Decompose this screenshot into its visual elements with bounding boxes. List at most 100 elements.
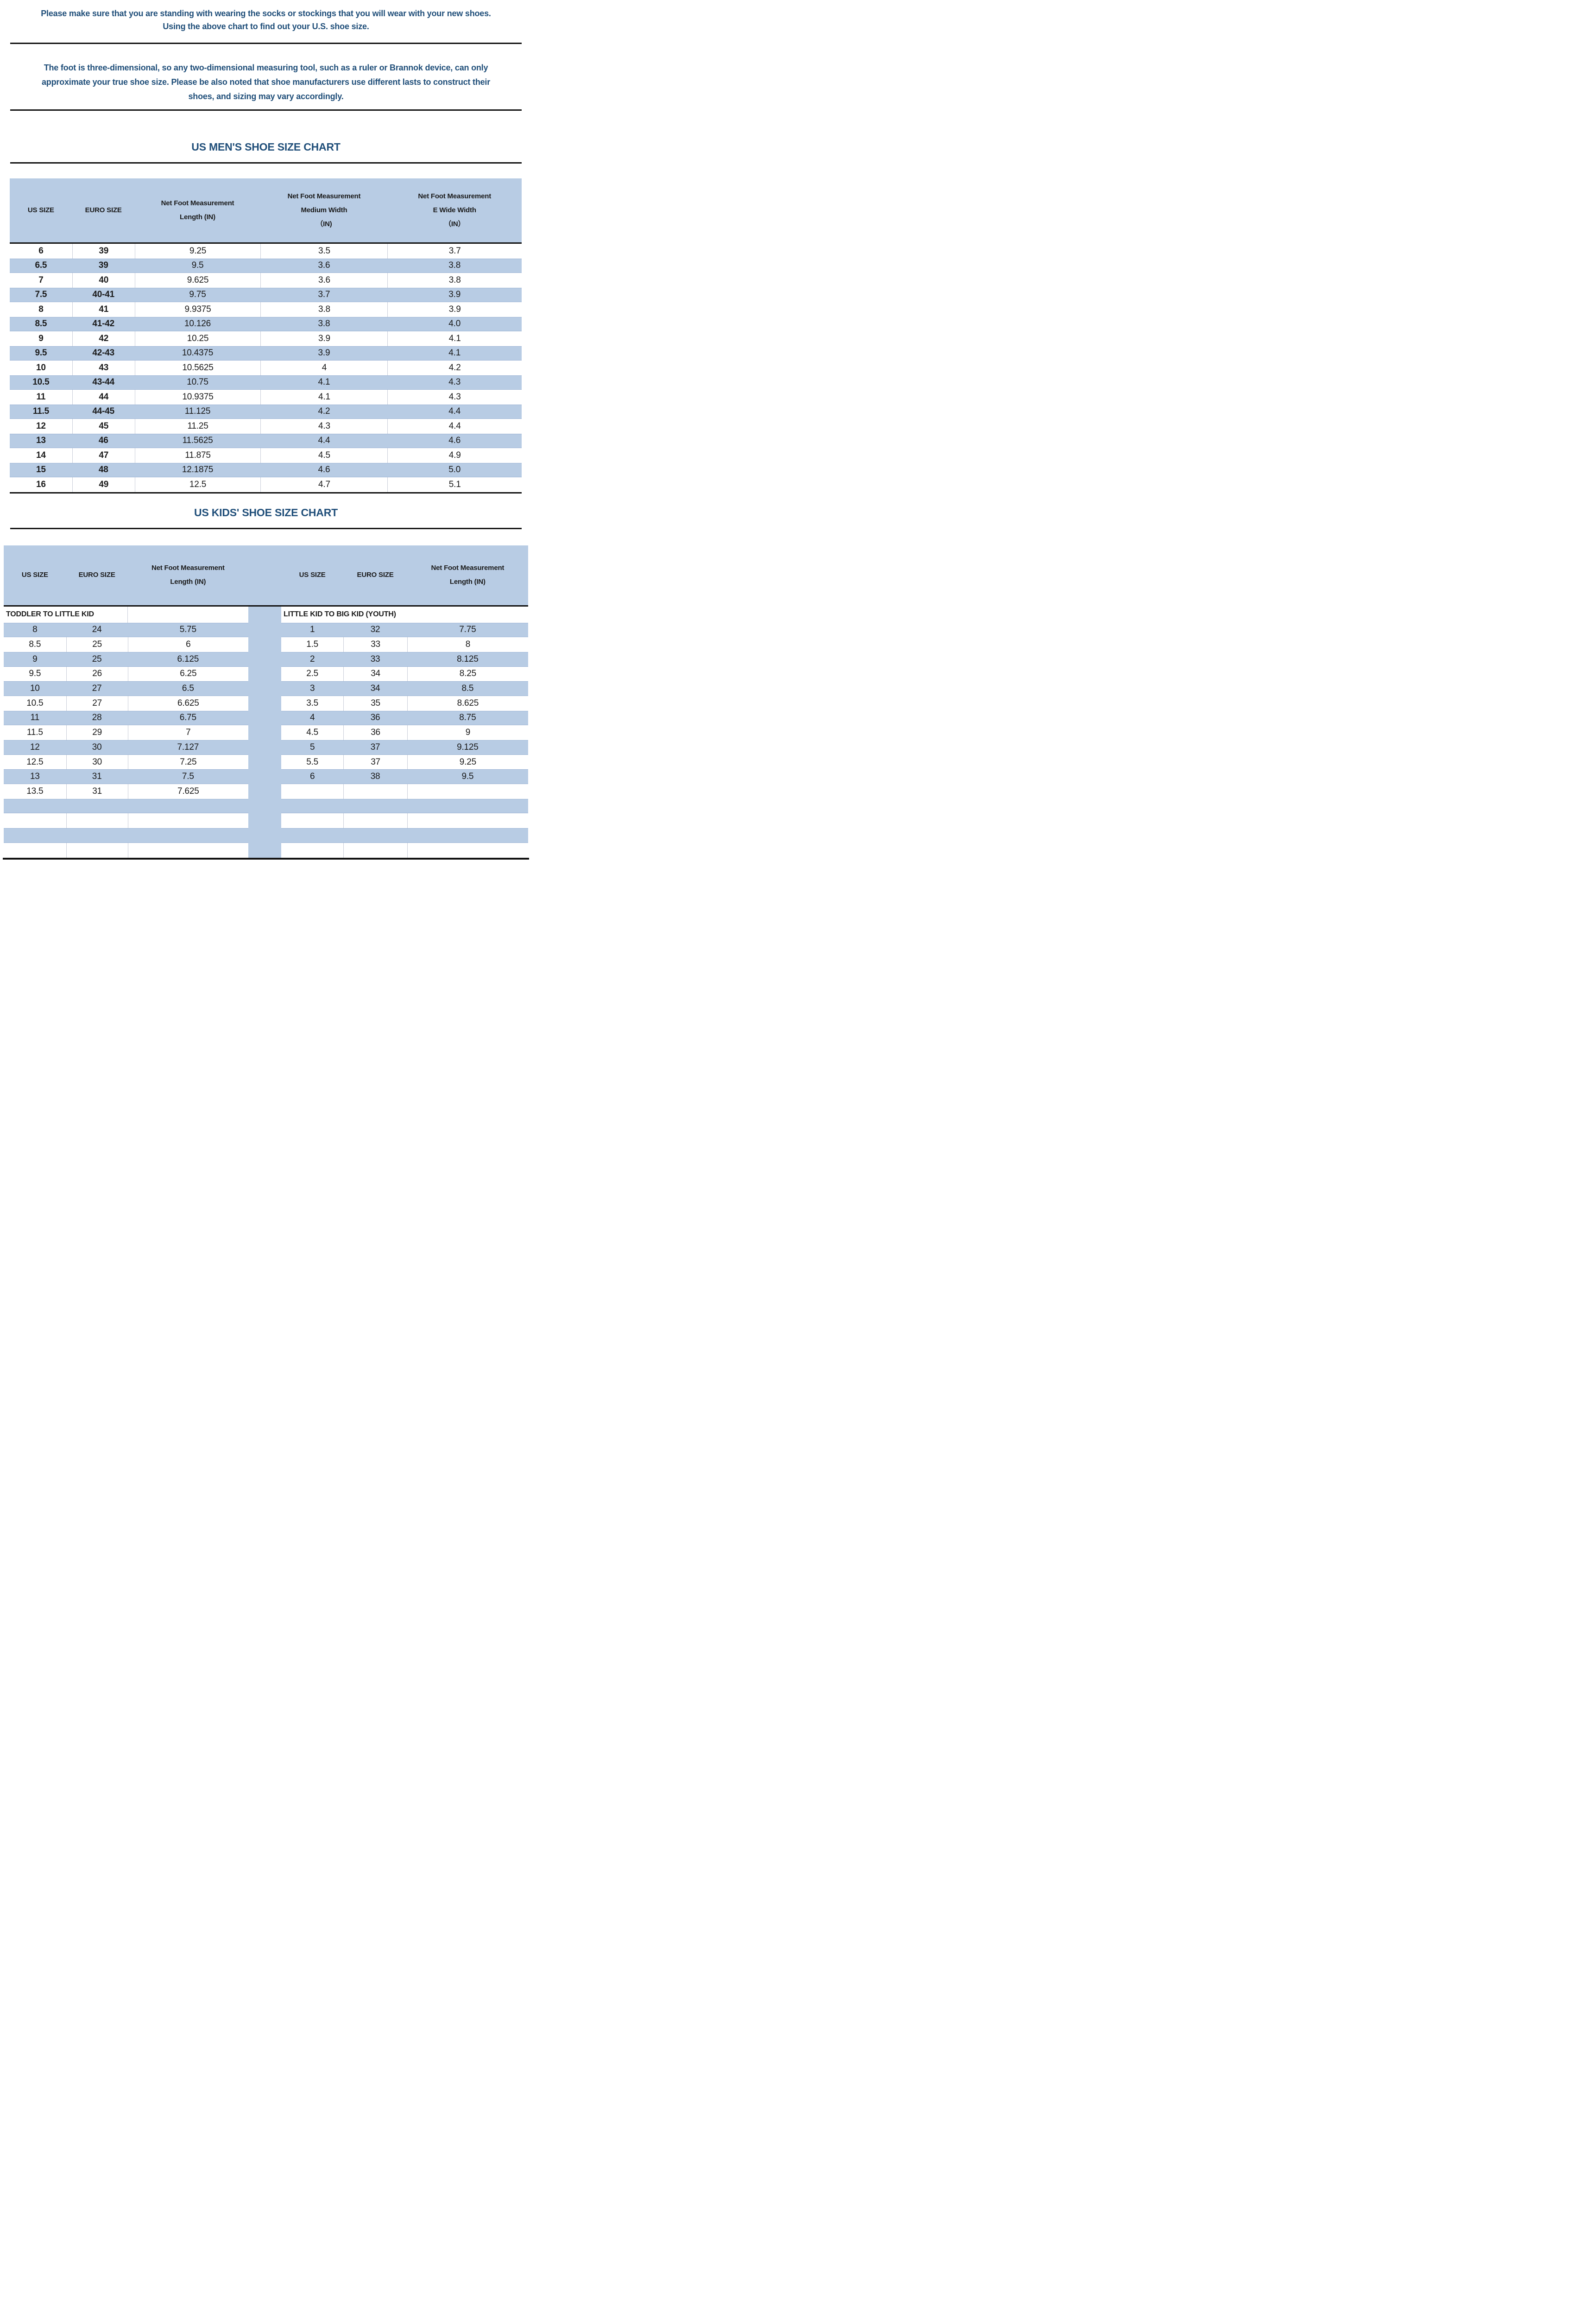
- section-divider: [10, 109, 522, 111]
- table-row: [4, 842, 248, 858]
- table-row: 4.5 36 9: [281, 725, 528, 740]
- section-divider: [10, 162, 522, 164]
- kids-header-gap: [248, 545, 281, 605]
- column-header-line: Length (IN): [170, 578, 206, 586]
- table-row: 1 32 7.75: [281, 622, 528, 638]
- table-cell: 45: [72, 419, 135, 434]
- column-header-line: Length (IN): [449, 578, 486, 586]
- table-cell: 10.5: [26, 698, 44, 708]
- table-cell: 9.5: [35, 348, 47, 358]
- table-cell: 39: [72, 244, 135, 259]
- table-cell: 7.75: [459, 625, 476, 635]
- table-row: 12.5 30 7.25: [4, 754, 248, 770]
- table-row: 6 38 9.5: [281, 769, 528, 785]
- intro-primary-line: Please make sure that you are standing w…: [41, 9, 491, 18]
- table-cell: [343, 829, 407, 842]
- column-header-line: US SIZE: [299, 571, 326, 579]
- table-cell: 8.625: [407, 696, 528, 711]
- table-row: [281, 828, 528, 843]
- table-cell: 44: [72, 390, 135, 405]
- column-header-line: Net Foot Measurement: [287, 192, 361, 200]
- table-cell: 3.7: [318, 290, 330, 300]
- table-cell: 8.5: [35, 319, 47, 329]
- table-row: [281, 784, 528, 799]
- table-cell: 9.625: [134, 273, 261, 288]
- table-cell: 8.5: [29, 639, 41, 650]
- table-row: 9 42 10.25 3.9 4.1: [10, 331, 522, 346]
- intro-secondary-line: The foot is three-dimensional, so any tw…: [44, 63, 488, 72]
- table-cell: 25: [92, 654, 102, 664]
- table-cell: 3.6: [260, 273, 387, 288]
- table-cell: 12: [36, 421, 46, 431]
- table-row: 8.5 41-42 10.126 3.8 4.0: [10, 317, 522, 331]
- table-cell: 34: [343, 666, 407, 682]
- table-cell: 26: [66, 666, 128, 682]
- table-cell: 37: [343, 754, 407, 770]
- table-row: 9.5 42-43 10.4375 3.9 4.1: [10, 346, 522, 361]
- table-cell: 4.0: [448, 319, 461, 329]
- table-cell: 28: [92, 713, 102, 723]
- table-cell: 9.75: [189, 290, 206, 300]
- table-cell: 6.75: [179, 713, 196, 723]
- table-cell: 3: [309, 684, 315, 694]
- table-cell: 11.5: [32, 406, 49, 417]
- intro-secondary-line: approximate your true shoe size. Please …: [41, 77, 491, 87]
- column-header: Net Foot Measurement Length (IN): [407, 545, 528, 605]
- table-cell: 9: [32, 654, 38, 664]
- table-cell: 10.25: [134, 331, 261, 346]
- table-cell: 37: [370, 742, 380, 752]
- table-cell: 9.9375: [134, 302, 261, 317]
- column-header-line: Medium Width: [301, 206, 347, 214]
- table-cell: 6.25: [127, 666, 248, 682]
- table-cell: [66, 842, 128, 858]
- table-cell: 3.8: [387, 273, 522, 288]
- table-row: 13 46 11.5625 4.4 4.6: [10, 433, 522, 448]
- column-header-line: E Wide Width: [433, 206, 476, 214]
- table-cell: 25: [66, 637, 128, 652]
- table-cell: 3.9: [260, 331, 387, 346]
- table-cell: 4.4: [448, 406, 461, 417]
- table-cell: 5.75: [179, 625, 196, 635]
- table-cell: 3.5: [306, 698, 319, 708]
- table-cell: 4.4: [387, 419, 522, 434]
- table-row: [4, 798, 248, 814]
- intro-primary-paragraph: Please make sure that you are standing w…: [0, 0, 532, 33]
- table-cell: 41-42: [92, 319, 114, 329]
- table-cell: 8.75: [459, 713, 476, 723]
- table-cell: 10: [36, 362, 46, 373]
- column-header-line: （IN): [316, 220, 332, 228]
- column-header-line: Net Foot Measurement: [418, 192, 492, 200]
- table-row: 10 43 10.5625 4 4.2: [10, 361, 522, 375]
- column-header: EURO SIZE: [343, 545, 407, 605]
- table-cell: [66, 813, 128, 829]
- table-cell: [4, 813, 66, 828]
- kids-left-section-row: TODDLER TO LITTLE KID: [4, 606, 248, 623]
- table-cell: 40: [72, 273, 135, 288]
- table-cell: 6.5: [182, 684, 194, 694]
- kids-chart-title: US KIDS' SHOE SIZE CHART: [194, 506, 338, 519]
- column-header-line: Net Foot Measurement: [151, 564, 225, 572]
- table-cell: [4, 829, 66, 842]
- column-header-line: US SIZE: [27, 206, 54, 214]
- table-cell: 11.875: [134, 448, 261, 463]
- section-divider: [10, 527, 522, 529]
- table-cell: 7: [38, 275, 44, 285]
- table-cell: 4.2: [387, 361, 522, 375]
- bottom-divider: [3, 857, 529, 860]
- table-cell: [127, 842, 248, 858]
- table-row: 16 49 12.5 4.7 5.1: [10, 477, 522, 492]
- table-row: 11 28 6.75: [4, 710, 248, 726]
- table-cell: 5.5: [306, 757, 319, 767]
- intro-secondary-line: shoes, and sizing may vary accordingly.: [188, 92, 344, 101]
- section-label-youth: LITTLE KID TO BIG KID (YOUTH): [284, 610, 396, 618]
- table-cell: 3.6: [318, 260, 330, 271]
- table-cell: 3.9: [387, 302, 522, 317]
- table-cell: 10: [30, 684, 40, 694]
- table-cell: 31: [66, 784, 128, 799]
- table-cell: 2: [309, 654, 315, 664]
- table-cell: 3.9: [448, 290, 461, 300]
- table-cell: 40-41: [92, 290, 114, 300]
- table-cell: 4.3: [448, 377, 461, 387]
- kids-center-gap-strip: [248, 606, 281, 858]
- table-cell: 27: [66, 696, 128, 711]
